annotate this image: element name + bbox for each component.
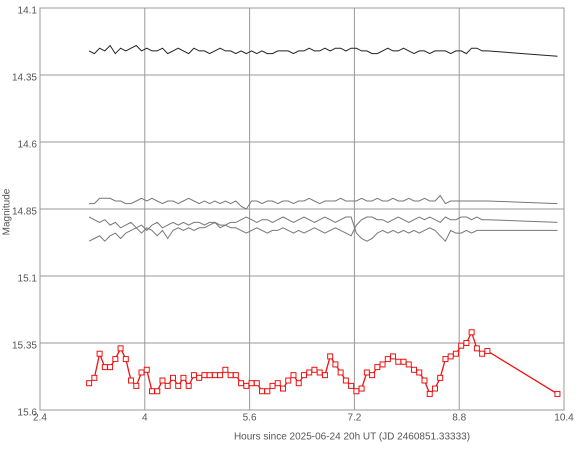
data-point [468,329,475,336]
data-point [101,364,108,371]
data-point [164,382,171,389]
data-point [442,356,449,363]
data-point [117,345,124,352]
data-point [259,388,266,395]
series-line [88,216,558,243]
series-line [88,44,558,57]
data-point [169,374,176,381]
data-point [426,390,433,397]
data-point [416,369,423,376]
data-point [452,350,459,357]
x-tick-label: 7.2 [347,413,361,424]
y-tick-label: 14.85 [12,207,37,218]
data-point [122,356,129,363]
data-point [463,340,470,346]
data-point [374,364,381,371]
data-point [390,353,397,360]
x-axis-label: Hours since 2025-06-24 20h UT (JD 246085… [234,432,470,443]
data-point [316,369,323,376]
data-point [112,356,119,363]
data-point [96,350,103,357]
data-point [190,372,197,379]
data-point [269,382,276,389]
data-point [411,366,418,373]
data-point [554,390,561,397]
y-tick-label: 15.6 [18,408,38,419]
data-point [159,377,166,384]
y-axis-label: Magnitude [2,188,13,235]
data-point [484,348,491,355]
data-point [311,366,318,373]
data-point [447,353,454,360]
data-point [327,353,334,360]
y-tick-label: 15.35 [12,341,37,352]
data-point [332,361,339,368]
data-point [154,388,161,395]
data-point [353,388,360,395]
x-tick-label: 4 [142,413,148,424]
data-point [369,372,376,379]
data-point [379,361,386,368]
data-point [274,380,281,387]
data-point [143,366,150,373]
data-point [185,382,192,389]
data-point [395,358,402,365]
data-point [253,380,260,387]
data-point [138,369,145,376]
data-point [431,385,438,392]
data-point [342,377,349,384]
data-point [280,385,287,392]
data-point [458,342,465,349]
data-point [211,372,218,379]
y-tick-label: 14.1 [18,6,38,17]
data-point [128,377,135,384]
data-point [400,358,407,365]
data-point [175,382,182,389]
data-point [285,377,292,384]
y-tick-label: 15.1 [18,274,38,285]
data-point [180,374,187,381]
data-point [321,372,328,379]
data-point [206,372,213,379]
data-point [227,372,234,379]
series-line [88,216,558,237]
series-line [88,330,558,396]
data-point [222,366,229,373]
data-point [405,361,412,368]
data-point [306,369,313,376]
data-point [479,350,486,357]
data-point [86,380,93,387]
data-point [473,345,480,352]
data-point [238,380,245,387]
data-point [217,372,224,379]
data-point [196,374,203,381]
data-point [201,372,208,379]
data-point [264,388,271,395]
data-point [243,382,250,389]
x-tick-label: 8.8 [452,413,466,424]
series-line [89,194,558,210]
data-point [149,388,156,395]
data-point [437,374,444,381]
data-point [337,369,344,376]
data-point [107,364,114,371]
x-tick-label: 5.6 [243,413,257,424]
x-tick-label: 10.4 [554,413,574,424]
data-point [290,372,297,379]
data-point [363,369,370,376]
x-tick-label: 2.4 [33,413,47,424]
data-point [421,377,428,384]
data-point [295,380,302,387]
y-tick-label: 14.6 [18,140,38,151]
data-point [300,372,307,379]
y-tick-label: 14.35 [12,73,37,84]
data-point [133,382,140,389]
data-point [232,372,239,379]
data-point [348,382,355,389]
data-point [248,380,255,387]
data-point [384,356,391,363]
data-point [358,385,365,392]
data-point [91,374,98,381]
